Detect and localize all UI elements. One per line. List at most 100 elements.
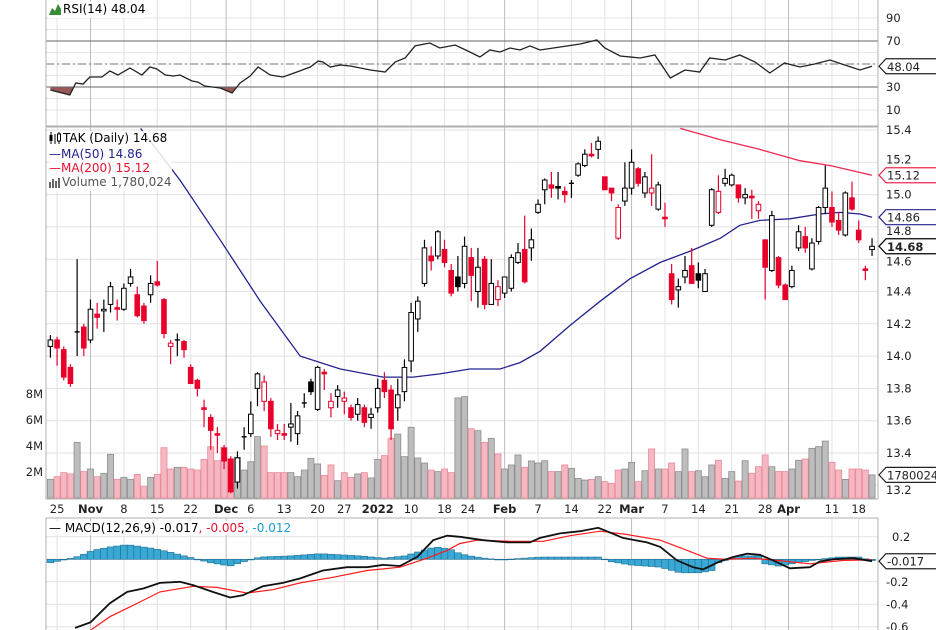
date-axis-label: Nov (78, 502, 104, 516)
candle (328, 393, 334, 418)
candle-body (749, 195, 755, 199)
candle (582, 149, 588, 168)
price-value-tag-box (878, 238, 936, 255)
candle (849, 181, 855, 211)
candle (248, 401, 254, 437)
candle (561, 186, 568, 203)
macd-histogram-bar (80, 553, 88, 560)
volume-bar (120, 476, 128, 499)
candle (508, 254, 515, 292)
macd-histogram-bar (140, 546, 148, 560)
candle-body (561, 190, 568, 196)
candle (602, 176, 608, 191)
candle (101, 299, 107, 332)
volume-bar (153, 473, 161, 499)
macd-histogram-bar (821, 558, 829, 560)
date-axis-label: 13 (277, 502, 292, 516)
macd-histogram-value: , -0.012 (244, 521, 292, 535)
candle (495, 280, 501, 307)
rsi-label: RSI(14) (63, 2, 108, 16)
volume-bar (668, 462, 676, 499)
volume-bar (394, 433, 402, 499)
macd-histogram-bar (394, 556, 402, 560)
volume-bar (654, 468, 662, 499)
volume-bar (835, 469, 843, 499)
volume-bar (80, 471, 88, 499)
candle-body (147, 282, 154, 296)
candle (67, 364, 74, 387)
volume-bar (260, 445, 268, 499)
price-value-tag: 14.68 (878, 238, 936, 255)
candle (47, 335, 54, 358)
volume-bar (327, 464, 335, 499)
volume-bar (507, 464, 515, 499)
volume-bar (314, 463, 322, 499)
price-panel-border (45, 126, 879, 500)
candle-body (187, 366, 194, 385)
candle (488, 259, 495, 305)
macd-histogram-bar (561, 556, 569, 560)
volume-bar (841, 479, 849, 499)
macd-histogram-bar (53, 558, 61, 562)
candle-body (775, 257, 782, 286)
candle (535, 199, 541, 214)
candle-body (294, 415, 301, 435)
rsi-panel-border (45, 0, 879, 127)
volume-bar (400, 456, 408, 499)
candle-body (555, 186, 561, 189)
candle-body (67, 366, 74, 385)
candle-body (348, 407, 354, 418)
candle (207, 414, 214, 450)
volume-bar (688, 471, 696, 499)
candle-body (441, 249, 448, 263)
volume-bar (247, 461, 255, 499)
candle-body (655, 184, 662, 210)
macd-histogram-bar (480, 557, 489, 560)
candle (448, 264, 454, 297)
candle (735, 184, 742, 203)
ma50-label: MA(50) (61, 147, 105, 161)
volume-bar (614, 469, 622, 499)
volume-bar (641, 470, 649, 499)
rsi-legend: RSI(14) 48.04 (49, 2, 146, 18)
volume-bar (828, 461, 836, 499)
volume-bar (441, 468, 448, 499)
candle-body (789, 270, 795, 288)
macd-histogram-bar (387, 557, 395, 560)
macd-histogram-bar (354, 555, 362, 560)
candle-body (281, 433, 287, 436)
candle (354, 398, 361, 421)
volume-bar (628, 461, 636, 499)
candle-body (435, 231, 441, 257)
volume-bar (267, 472, 275, 499)
candle-body (468, 257, 475, 276)
date-axis-label: 18 (437, 502, 452, 516)
volume-bar (741, 460, 749, 499)
macd-histogram-bar (601, 558, 609, 561)
macd-histogram-bar (474, 556, 482, 560)
volume-bar (721, 477, 729, 499)
candle (795, 225, 802, 252)
macd-histogram-bar (153, 549, 161, 560)
volume-bar (407, 426, 415, 499)
price-legend: TAK (Daily) 14.68 —MA(50) 14.86 —MA(200)… (49, 131, 172, 191)
candle-body (648, 187, 655, 194)
candle-body (762, 239, 768, 268)
macd-histogram-bar (180, 555, 188, 560)
candle (695, 262, 702, 289)
macd-histogram-bar (594, 556, 602, 560)
candle (227, 456, 234, 494)
candle (187, 364, 194, 385)
macd-histogram-bar (661, 558, 669, 569)
macd-histogram-bar (220, 558, 228, 566)
volume-bar (761, 454, 769, 499)
candle-body (328, 400, 334, 409)
volume-bar (694, 470, 702, 499)
date-axis-label: 7 (534, 502, 541, 516)
candle (194, 378, 201, 397)
macd-line (74, 526, 873, 629)
volume-bar (167, 468, 175, 499)
volume-bar (294, 476, 301, 499)
volume-bar (554, 471, 562, 499)
volume-bar (213, 460, 221, 499)
